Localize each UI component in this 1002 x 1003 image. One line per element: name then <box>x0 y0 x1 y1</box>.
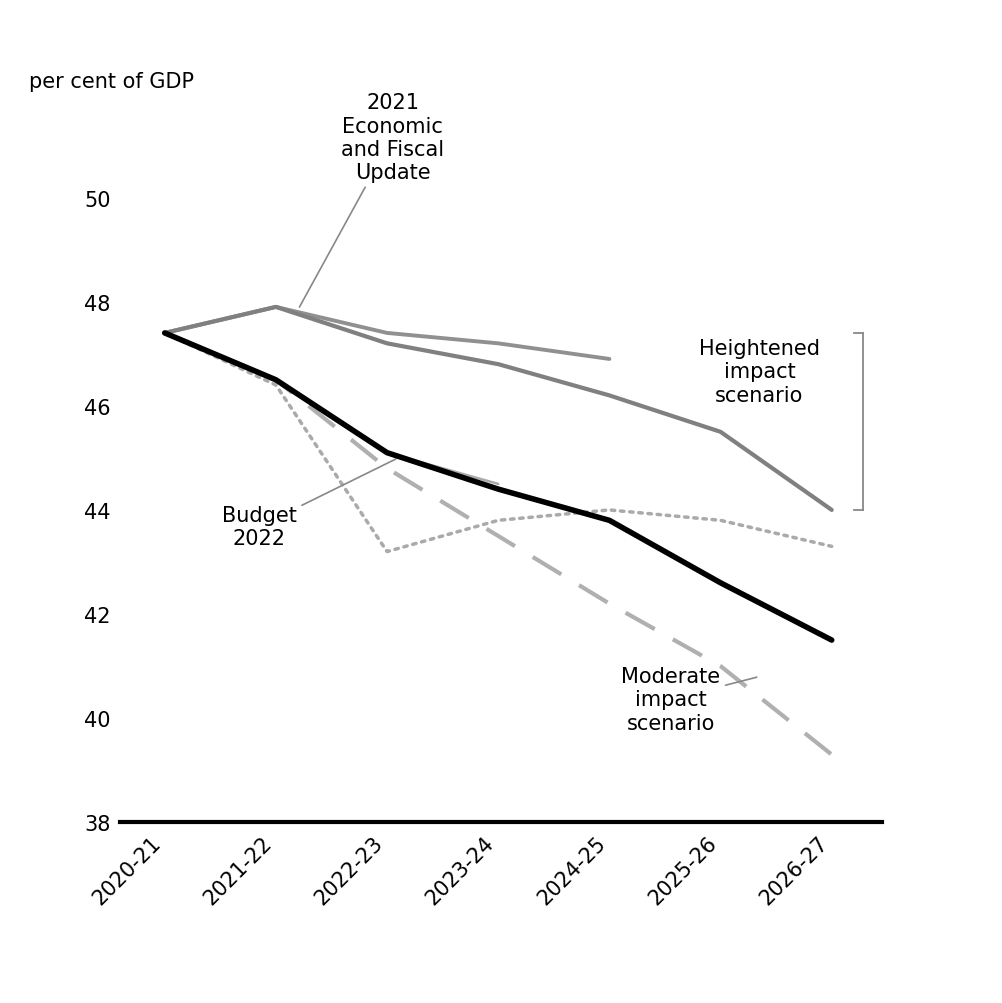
Text: Heightened
impact
scenario: Heightened impact scenario <box>699 339 820 405</box>
Text: Moderate
impact
scenario: Moderate impact scenario <box>621 666 757 733</box>
Text: Budget
2022: Budget 2022 <box>221 459 396 549</box>
Text: per cent of GDP: per cent of GDP <box>29 72 193 92</box>
Text: 2021
Economic
and Fiscal
Update: 2021 Economic and Fiscal Update <box>300 93 444 308</box>
